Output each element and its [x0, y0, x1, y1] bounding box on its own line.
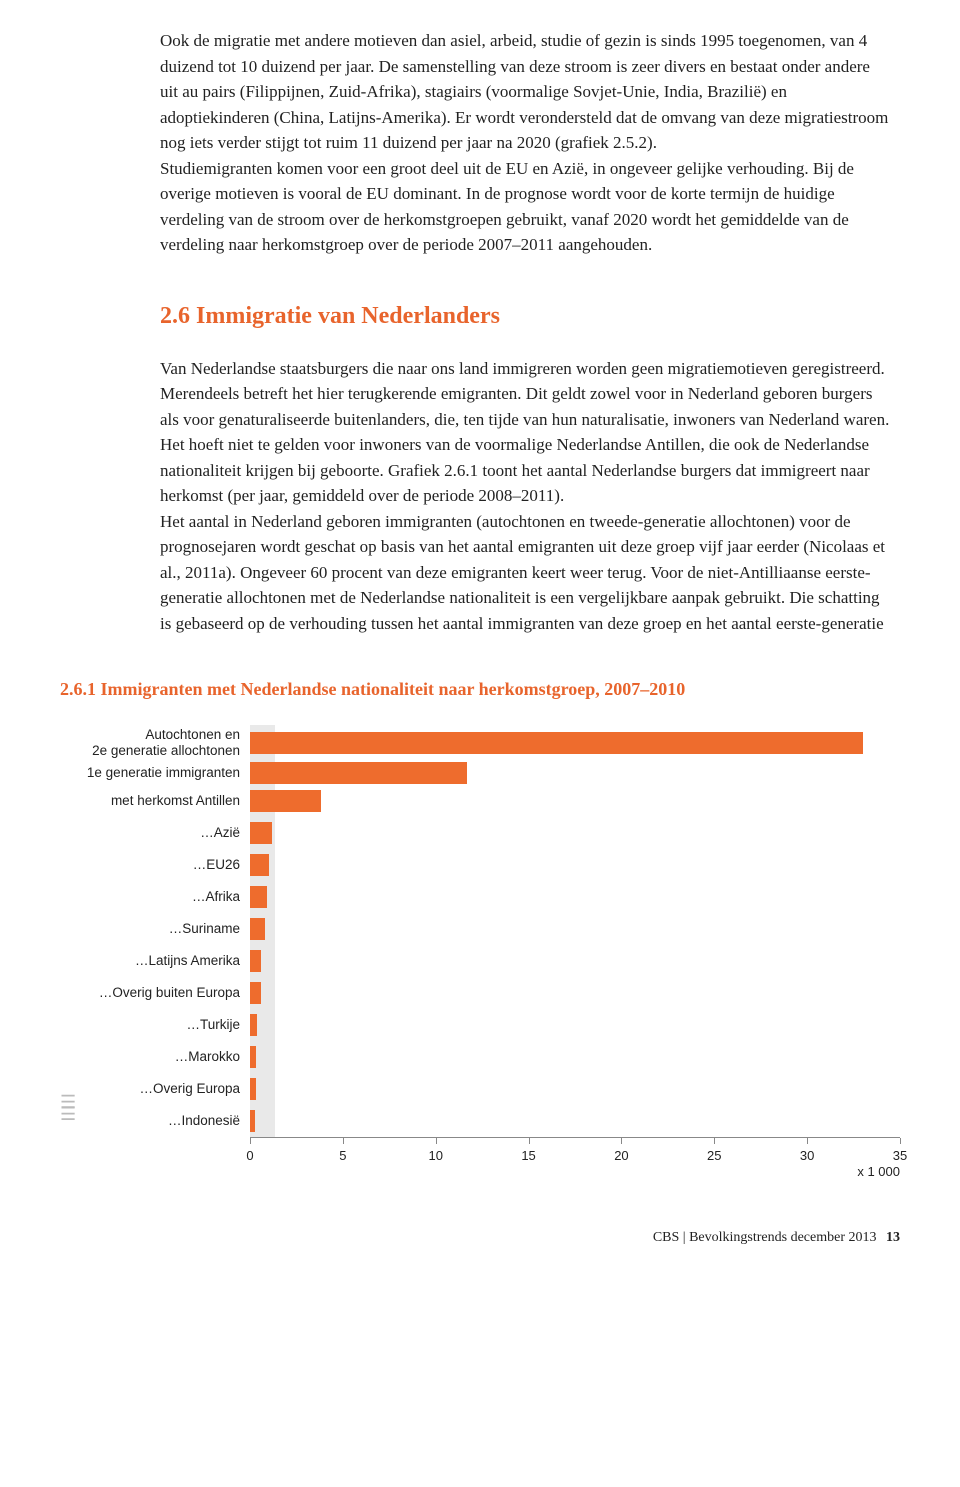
chart-bar: [250, 950, 261, 972]
page-footer: CBS | Bevolkingstrends december 2013 13: [60, 1227, 900, 1248]
para3-text: Van Nederlandse staatsburgers die naar o…: [160, 359, 889, 506]
footer-text: CBS | Bevolkingstrends december 2013: [653, 1230, 877, 1245]
chart-x-tick: [529, 1138, 530, 1144]
chart-bar: [250, 886, 267, 908]
para4-text: Het aantal in Nederland geboren immigran…: [160, 512, 885, 633]
chart-bar-label: …EU26: [60, 857, 250, 873]
chart-bar-row: …Marokko: [60, 1041, 900, 1073]
chart-x-tick-label: 5: [339, 1146, 346, 1166]
chart-bar-row: …Latijns Amerika: [60, 945, 900, 977]
chart-title: 2.6.1 Immigranten met Nederlandse nation…: [60, 676, 900, 703]
chart-x-tick: [621, 1138, 622, 1144]
paragraph-3: Van Nederlandse staatsburgers die naar o…: [60, 356, 900, 637]
chart-x-tick-label: 0: [246, 1146, 253, 1166]
chart-bar-label: …Latijns Amerika: [60, 953, 250, 969]
chart-bar: [250, 918, 265, 940]
chart-bar-label: 1e generatie immigranten: [60, 765, 250, 781]
chart-bar-row: …Indonesië: [60, 1105, 900, 1137]
chart-x-tick: [250, 1138, 251, 1144]
chart-x-tick-label: 30: [800, 1146, 814, 1166]
document-page: Ook de migratie met andere motieven dan …: [0, 0, 960, 1276]
chart-bar: [250, 982, 261, 1004]
chart-bar-row: met herkomst Antillen: [60, 785, 900, 817]
chart-bar-row: …Overig Europa: [60, 1073, 900, 1105]
chart-bar-label: …Indonesië: [60, 1113, 250, 1129]
hbar-chart: Autochtonen en2e generatie allochtonen 1e…: [60, 725, 900, 1177]
chart-bar: [250, 1078, 256, 1100]
chart-bar-label: …Azië: [60, 825, 250, 841]
chart-bar-row: Autochtonen en2e generatie allochtonen: [60, 725, 900, 761]
chart-x-tick: [900, 1138, 901, 1144]
page-number: 13: [886, 1230, 900, 1245]
chart-x-tick: [436, 1138, 437, 1144]
chart-bar-row: 1e generatie immigranten: [60, 761, 900, 785]
chart-bar: [250, 790, 321, 812]
chart-bar-label: …Afrika: [60, 889, 250, 905]
chart-x-tick-label: 15: [521, 1146, 535, 1166]
chart-bar: [250, 1046, 256, 1068]
chart-bar-label: …Turkije: [60, 1017, 250, 1033]
chart-x-tick-label: 25: [707, 1146, 721, 1166]
chart-x-axis: x 1 000 05101520253035: [250, 1137, 900, 1177]
chart-bar: [250, 762, 467, 784]
chart-bar-row: …Turkije: [60, 1009, 900, 1041]
chart-bar-label: …Overig Europa: [60, 1081, 250, 1097]
chart-x-tick-label: 20: [614, 1146, 628, 1166]
chart-x-tick-label: 10: [428, 1146, 442, 1166]
chart-x-tick-label: 35: [893, 1146, 907, 1166]
chart-bar-row: …Suriname: [60, 913, 900, 945]
chart-bar: [250, 732, 863, 754]
chart-bar-label: Autochtonen en2e generatie allochtonen: [60, 727, 250, 758]
paragraph-1: Ook de migratie met andere motieven dan …: [60, 28, 900, 258]
chart-bar: [250, 1014, 257, 1036]
chart-bar-label: met herkomst Antillen: [60, 793, 250, 809]
chart-bar-row: …Azië: [60, 817, 900, 849]
chart-bar-row: …Afrika: [60, 881, 900, 913]
chart-x-tick: [714, 1138, 715, 1144]
chart-bar: [250, 1110, 255, 1132]
section-heading-2-6: 2.6 Immigratie van Nederlanders: [60, 298, 900, 334]
chart-x-tick: [807, 1138, 808, 1144]
chart-x-tick: [343, 1138, 344, 1144]
para1-text: Ook de migratie met andere motieven dan …: [160, 31, 888, 152]
chart-bar-label: …Overig buiten Europa: [60, 985, 250, 1001]
chart-bar-label: …Marokko: [60, 1049, 250, 1065]
para2-text: Studiemigranten komen voor een groot dee…: [160, 159, 854, 255]
chart-bars-container: Autochtonen en2e generatie allochtonen 1e…: [60, 725, 900, 1137]
chart-bar: [250, 854, 269, 876]
chart-bar: [250, 822, 272, 844]
chart-bar-label: …Suriname: [60, 921, 250, 937]
chart-bar-row: …EU26: [60, 849, 900, 881]
chart-bar-row: …Overig buiten Europa: [60, 977, 900, 1009]
